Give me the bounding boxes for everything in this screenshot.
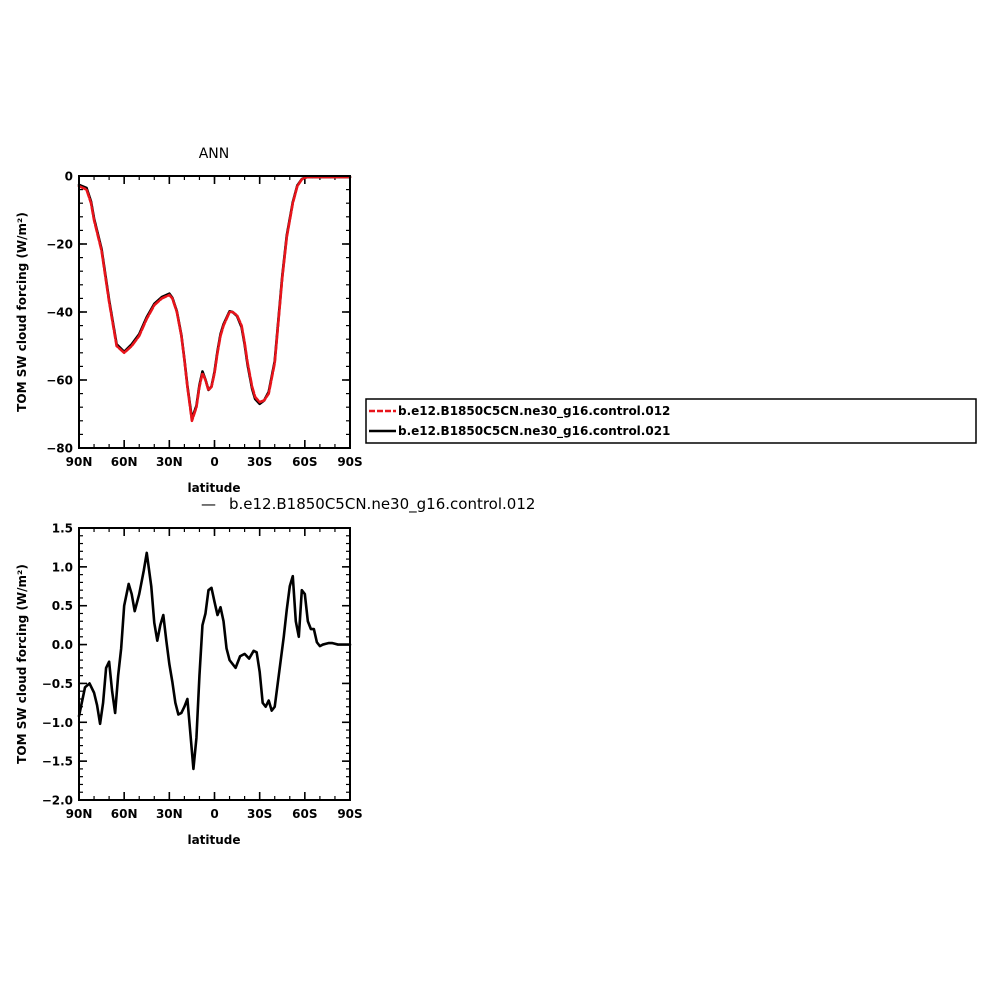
y-tick-label: −1.5 xyxy=(42,755,73,769)
plot-frame xyxy=(78,175,351,449)
legend-box xyxy=(365,398,977,444)
y-axis-label-bottom: TOM SW cloud forcing (W/m²) xyxy=(15,564,29,764)
y-axis-label: TOM SW cloud forcing (W/m²) xyxy=(15,212,29,412)
x-tick-label: 0 xyxy=(210,807,218,821)
x-tick-label: 30N xyxy=(156,807,183,821)
x-tick-label: 90S xyxy=(337,455,362,469)
y-tick-label: −60 xyxy=(46,374,73,388)
chart-title: ANN xyxy=(199,146,230,162)
panel-bottom: — b.e12.B1850C5CN.ne30_g16.control.012 9… xyxy=(15,495,535,847)
x-tick-label: 90N xyxy=(66,807,93,821)
x-tick-label: 60N xyxy=(111,455,138,469)
y-tick-label: −40 xyxy=(46,306,73,320)
y-tick-label: 1.5 xyxy=(52,522,73,536)
y-tick-label: −0.5 xyxy=(42,677,73,691)
y-tick-label: 0.5 xyxy=(52,599,73,613)
x-tick-label: 60N xyxy=(111,807,138,821)
chart-title-bottom: b.e12.B1850C5CN.ne30_g16.control.012 xyxy=(229,495,535,514)
series-line-012 xyxy=(77,175,352,423)
x-tick-label: 60S xyxy=(292,455,317,469)
plot-area-bottom: 90N 60N 30N 0 30S 60S 90S 1.5 1.0 0.5 0.0 −0.5 −1.0 −… xyxy=(42,522,363,822)
legend-label-series-012: b.e12.B1850C5CN.ne30_g16.control.012 xyxy=(398,404,670,419)
y-tick-label: −2.0 xyxy=(42,794,73,808)
y-tick-label: 0.0 xyxy=(52,638,73,652)
y-tick-label: 1.0 xyxy=(52,560,73,574)
y-tick-label: −1.0 xyxy=(42,716,73,730)
y-tick-label: −20 xyxy=(46,238,73,252)
plot-frame-bottom xyxy=(78,527,351,801)
legend: b.e12.B1850C5CN.ne30_g16.control.012 b.e… xyxy=(365,398,977,444)
x-tick-label: 30N xyxy=(156,455,183,469)
x-tick-label: 60S xyxy=(292,807,317,821)
legend-label-series-021: b.e12.B1850C5CN.ne30_g16.control.021 xyxy=(398,424,670,439)
panel-top: ANN 90N 60N 30N 0 30S 60S 90S 0 −20 −40 −60 −80 lat… xyxy=(15,146,363,495)
x-tick-label: 30S xyxy=(247,455,272,469)
y-tick-label: 0 xyxy=(65,170,73,184)
x-tick-label: 90S xyxy=(337,807,362,821)
chart-title-bottom-prefix: — xyxy=(201,495,216,513)
y-tick-label: −80 xyxy=(46,442,73,456)
x-axis-label: latitude xyxy=(187,481,240,495)
plot-area: 90N 60N 30N 0 30S 60S 90S 0 −20 −40 −60 −80 xyxy=(46,170,362,470)
x-axis-label-bottom: latitude xyxy=(187,833,240,847)
x-tick-label: 90N xyxy=(66,455,93,469)
x-tick-label: 0 xyxy=(210,455,218,469)
series-line-021 xyxy=(77,175,352,421)
x-tick-label: 30S xyxy=(247,807,272,821)
series-line-p1 xyxy=(77,551,352,771)
